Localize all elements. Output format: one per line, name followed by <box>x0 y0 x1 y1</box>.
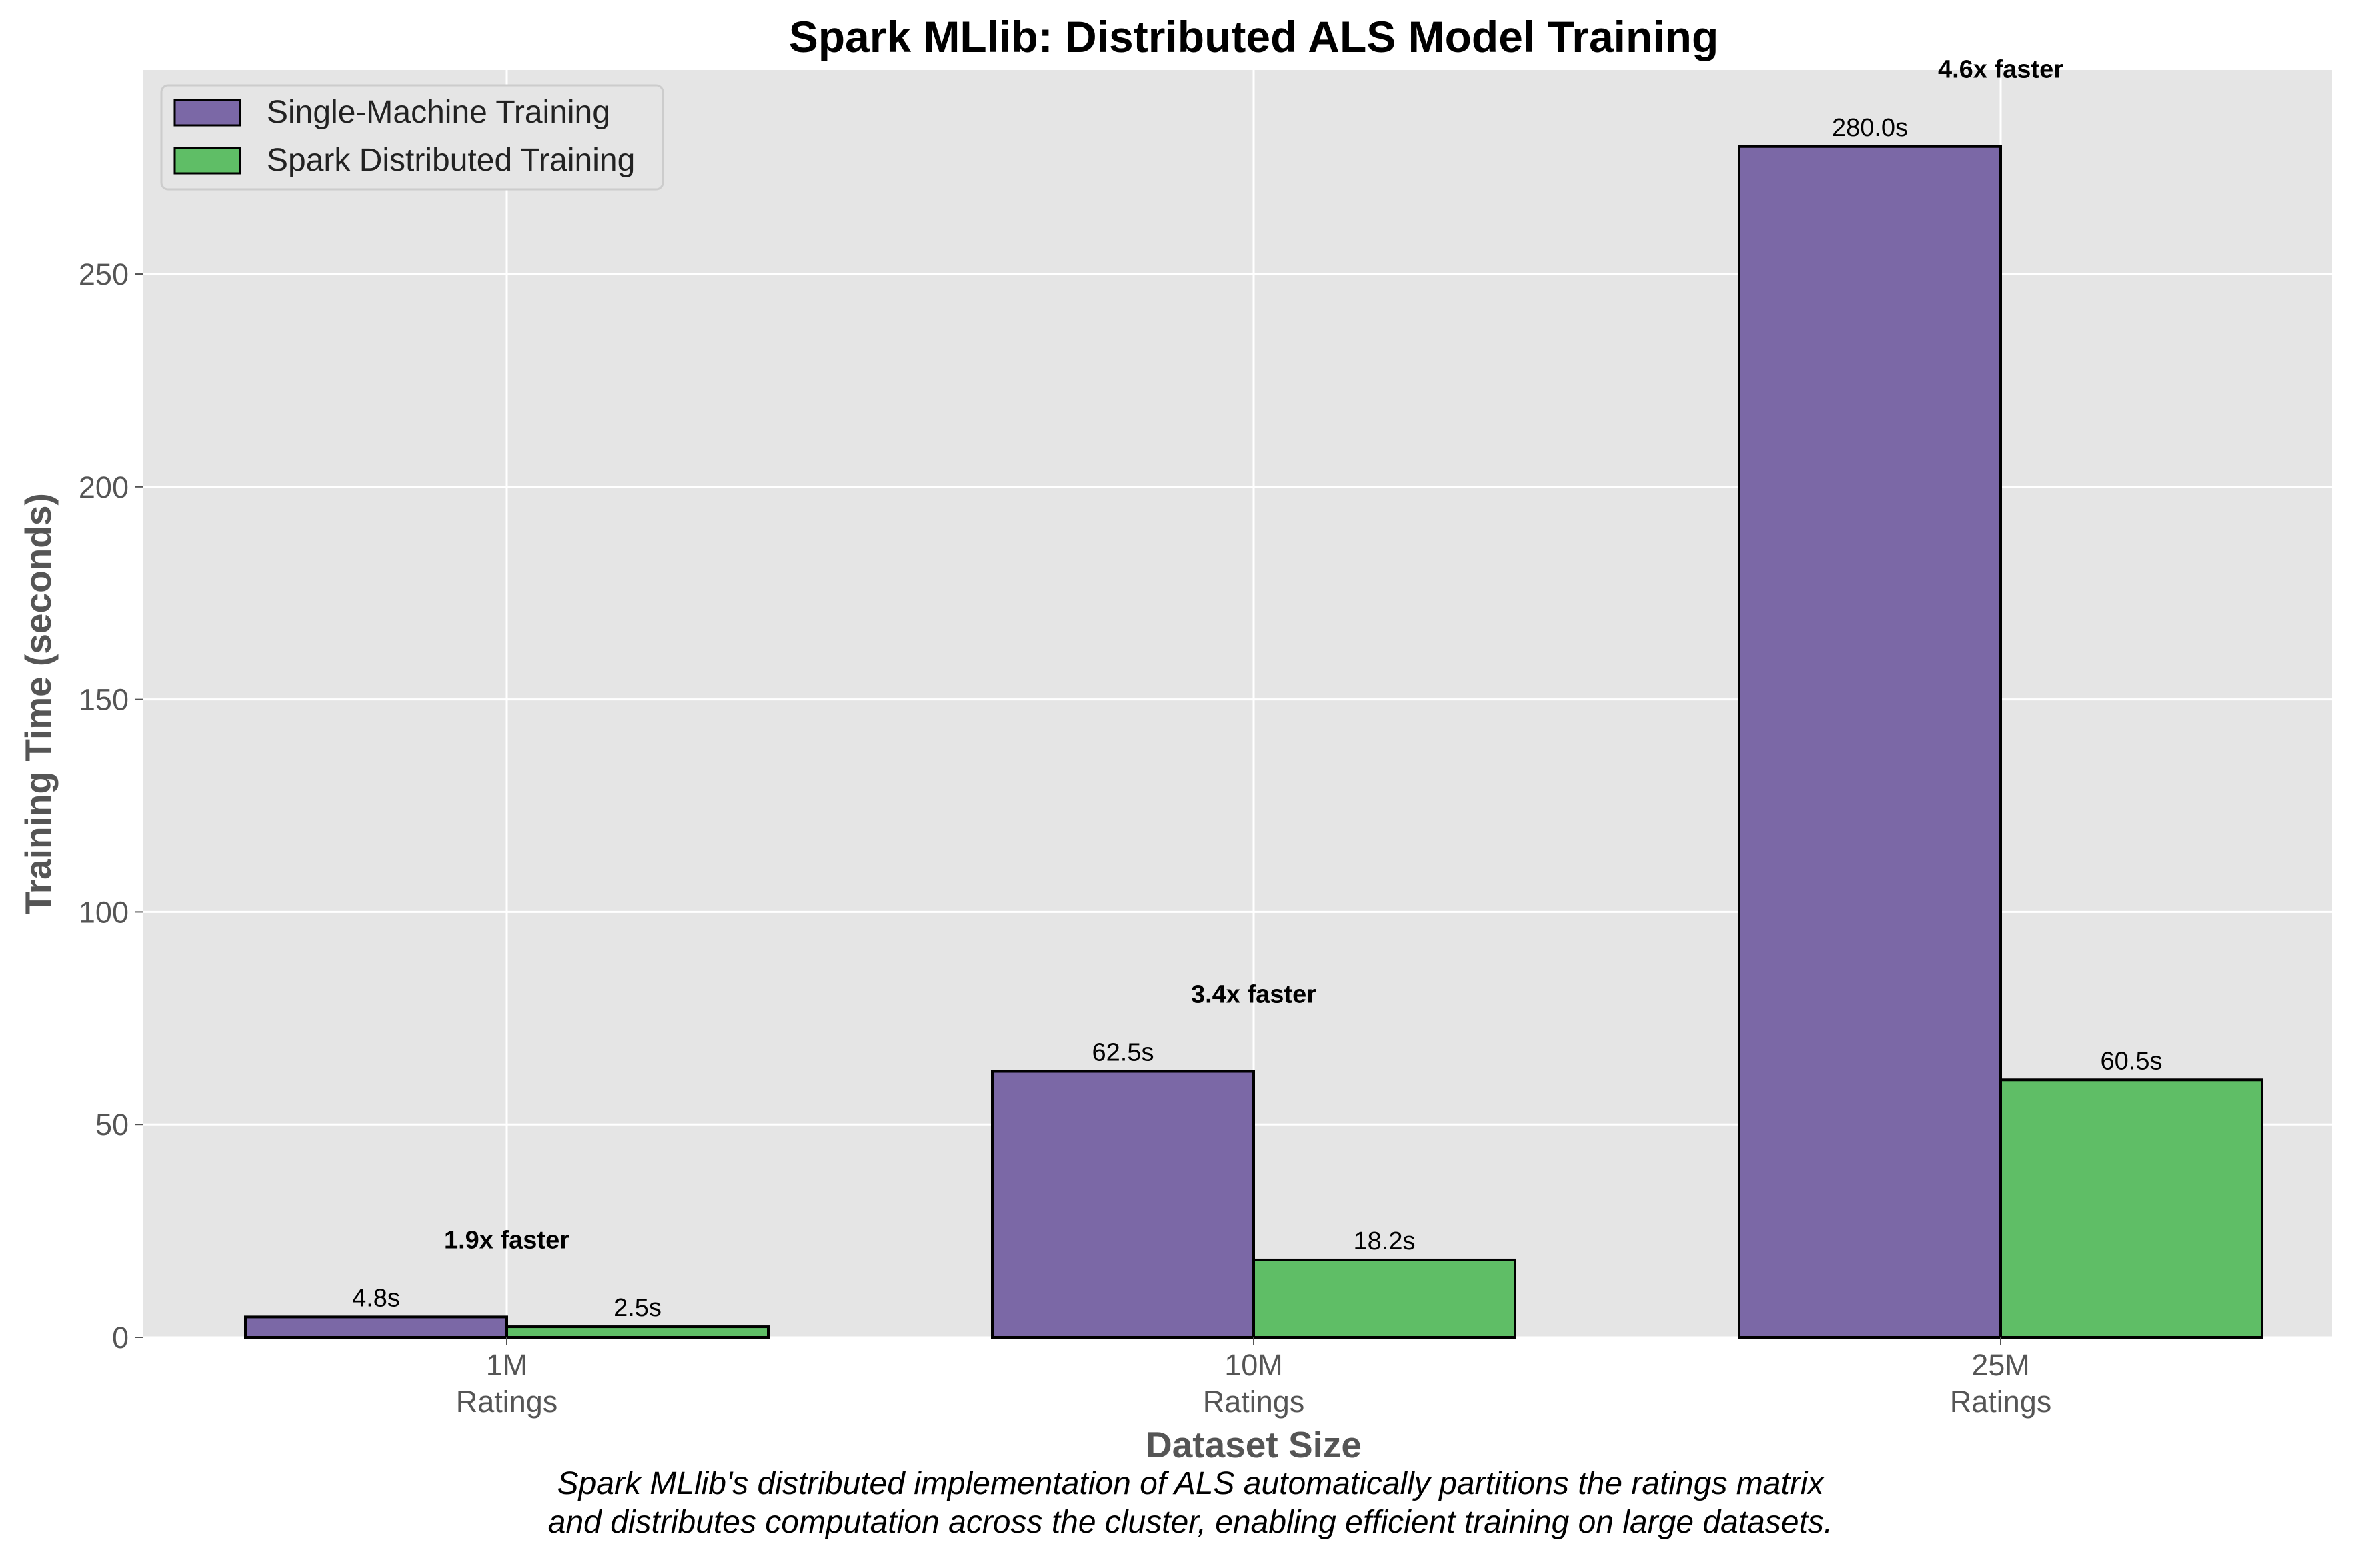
bar-value-label: 18.2s <box>1354 1227 1416 1255</box>
bar-value-label: 280.0s <box>1832 114 1908 142</box>
speedup-annotation: 4.6x faster <box>1938 56 2063 84</box>
bar-single-machine <box>1738 145 2002 1339</box>
legend-box <box>160 84 664 191</box>
y-tick-label: 50 <box>95 1108 129 1142</box>
bar-spark-distributed <box>505 1325 770 1339</box>
bar-value-label: 60.5s <box>2101 1047 2163 1075</box>
bar-value-label: 2.5s <box>614 1294 662 1322</box>
bar-spark-distributed <box>1999 1078 2263 1339</box>
x-tick-label-sub: Ratings <box>1950 1385 2052 1419</box>
data-labels: 4.8s 62.5s 280.0s 2.5s 18.2s 60.5s <box>352 114 2162 1322</box>
bar-spark-distributed <box>1252 1258 1516 1339</box>
speedup-annotation: 1.9x faster <box>444 1226 569 1254</box>
x-tick-label: 10M <box>1224 1348 1283 1382</box>
speedup-annotation: 3.4x faster <box>1191 980 1316 1008</box>
x-tick-label: 25M <box>1971 1348 2030 1382</box>
x-tick-label: 1M <box>486 1348 528 1382</box>
x-tick-label-sub: Ratings <box>1203 1385 1305 1419</box>
caption-line-1: Spark MLlib's distributed implementation… <box>557 1466 1825 1501</box>
y-tick-label: 150 <box>79 683 129 717</box>
y-tick-label: 200 <box>79 470 129 504</box>
bar-value-label: 62.5s <box>1092 1039 1154 1067</box>
bars <box>244 145 2263 1339</box>
y-axis-ticks: 0 50 100 150 200 250 <box>79 257 143 1355</box>
y-tick-label: 0 <box>112 1321 129 1355</box>
caption-line-2: and distributes computation across the c… <box>548 1505 1833 1540</box>
legend-label-spark-distributed: Spark Distributed Training <box>267 143 635 178</box>
legend: Single-Machine Training Spark Distribute… <box>160 84 664 191</box>
bar-single-machine <box>991 1070 1255 1339</box>
x-axis-label: Dataset Size <box>1146 1424 1362 1465</box>
chart-title: Spark MLlib: Distributed ALS Model Train… <box>789 12 1719 61</box>
y-axis-label: Training Time (seconds) <box>17 493 59 914</box>
y-tick-label: 100 <box>79 895 129 929</box>
y-tick-label: 250 <box>79 257 129 291</box>
speedup-annotations: 1.9x faster 3.4x faster 4.6x faster <box>444 56 2063 1255</box>
x-tick-label-sub: Ratings <box>456 1385 558 1419</box>
bar-value-label: 4.8s <box>352 1284 400 1312</box>
legend-label-single-machine: Single-Machine Training <box>267 95 610 130</box>
legend-swatch-spark-distributed <box>173 147 241 175</box>
bar-single-machine <box>244 1315 508 1339</box>
legend-swatch-single-machine <box>173 99 241 127</box>
